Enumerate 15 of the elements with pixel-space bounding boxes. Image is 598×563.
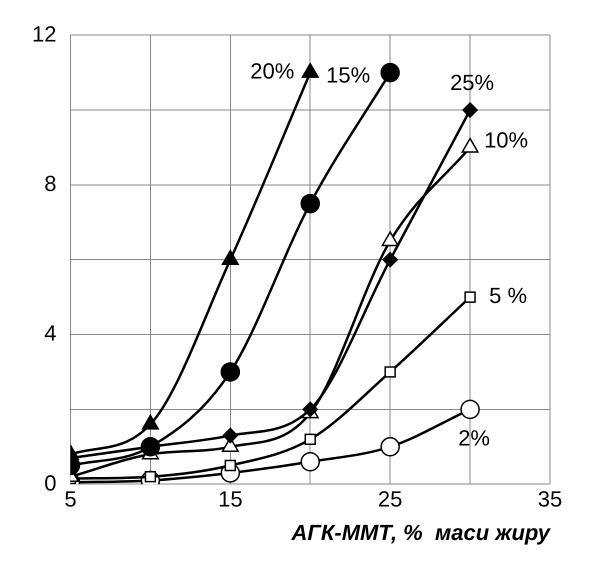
series-label: 2% xyxy=(458,425,490,450)
x-tick-label: 25 xyxy=(378,486,402,512)
y-tick-label: 0 xyxy=(44,470,56,496)
series-label: 20% xyxy=(250,58,294,84)
y-tick-label: 8 xyxy=(44,170,56,196)
x-tick-label: 15 xyxy=(218,486,243,512)
series-label: 25% xyxy=(450,70,494,96)
series-label: 15% xyxy=(326,62,370,88)
series-label: 5 % xyxy=(489,283,528,308)
y-tick-label: 12 xyxy=(32,21,56,46)
x-tick-label: 35 xyxy=(538,486,562,512)
y-tick-label: 4 xyxy=(44,320,56,346)
x-axis-title: АГК-ММТ, % маси жиру xyxy=(290,520,552,545)
series-label: 10% xyxy=(484,128,528,153)
x-tick-label: 5 xyxy=(64,486,77,512)
